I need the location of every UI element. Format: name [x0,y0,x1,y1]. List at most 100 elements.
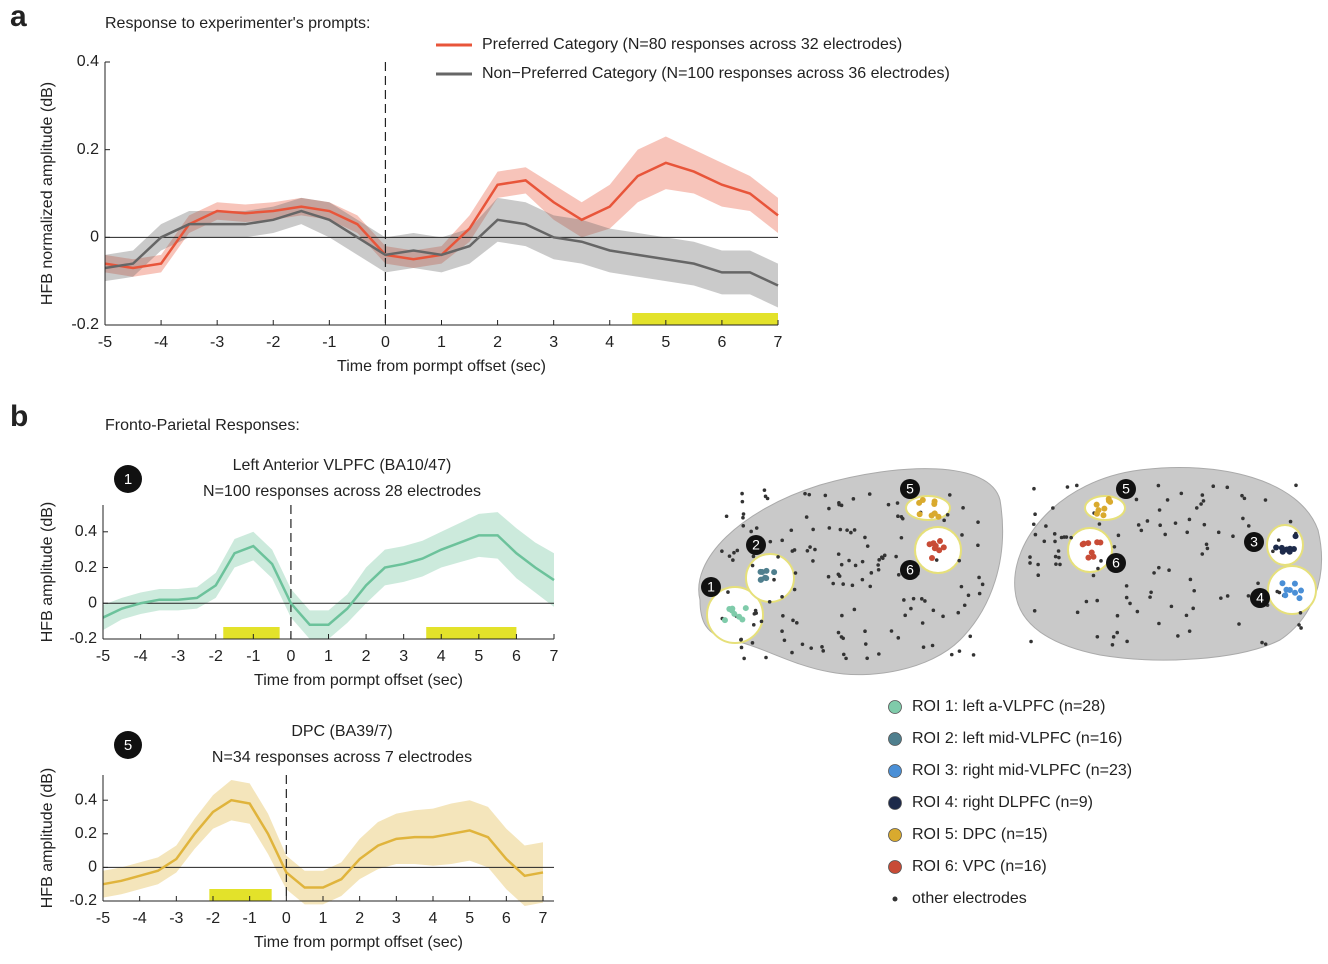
electrode [1152,571,1156,575]
electrode [1042,539,1046,543]
y-axis-label: HFB amplitude (dB) [39,768,56,909]
roi-circle [1267,525,1303,565]
x-tick-label: 1 [324,648,333,665]
legend-label: ROI 6: VPC (n=16) [912,858,1047,875]
electrode [1075,484,1079,488]
electrode [1036,573,1040,577]
electrode [958,649,962,653]
electrode [789,528,793,532]
electrode [842,653,846,657]
electrode [769,540,773,544]
electrode [1271,549,1275,553]
electrode [794,571,798,575]
roi-electrode [1085,555,1091,561]
x-tick-label: 5 [661,334,670,351]
electrode [1033,609,1037,613]
electrode [957,559,961,563]
electrode [1243,497,1247,501]
electrode [1095,599,1099,603]
electrode [942,519,946,523]
x-tick-label: 2 [355,910,364,927]
electrode [1299,611,1303,615]
electrode [1140,529,1144,533]
electrode [1028,561,1032,565]
electrode [837,631,841,635]
electrode [1157,622,1161,626]
roi-marker-label: 5 [906,481,914,497]
electrode [854,564,858,568]
roi-electrode [1287,546,1293,552]
legend-label: Non−Preferred Category (N=100 responses … [482,65,950,82]
x-tick-label: -2 [209,648,223,665]
x-tick-label: -1 [322,334,336,351]
electrode [877,568,881,572]
electrode [960,533,964,537]
roi-electrode [743,605,749,611]
electrode [922,645,926,649]
electrode [1085,600,1089,604]
electrode [946,513,950,517]
electrode [1098,522,1102,526]
roi-electrode [932,510,938,516]
roi-circle [1068,528,1112,572]
x-tick-label: 5 [474,648,483,665]
electrode [840,614,844,618]
electrode [811,528,815,532]
electrode [795,621,799,625]
electrode [791,619,795,623]
electrode [1157,484,1161,488]
y-axis-label: HFB normalized amplitude (dB) [39,82,56,305]
x-tick-label: 0 [381,334,390,351]
electrode [896,501,900,505]
electrode [1033,512,1037,516]
roi-electrode [1293,533,1299,539]
roi-marker-label: 2 [752,537,760,553]
electrode [1237,622,1241,626]
electrode [837,572,841,576]
x-tick-label: 2 [493,334,502,351]
y-tick-label: 0.4 [75,523,97,540]
electrode [1058,563,1062,567]
electrode [760,620,764,624]
electrode [793,588,797,592]
electrode [1264,642,1268,646]
electrode [861,578,865,582]
chart-title: DPC (BA39/7) [291,723,392,740]
legend-swatch [889,733,902,746]
electrode [820,645,824,649]
electrode [768,600,772,604]
electrode [808,545,812,549]
x-axis-label: Time from pormpt offset (sec) [337,358,546,375]
roi-badge-label: 1 [124,471,132,488]
electrode [847,559,851,563]
roi-electrode [1283,587,1289,593]
chart-subtitle: N=100 responses across 28 electrodes [203,483,481,500]
y-tick-label: 0 [90,229,99,246]
x-tick-label: -4 [154,334,168,351]
significance-bar [426,627,516,639]
electrode [1199,502,1203,506]
electrode [1201,493,1205,497]
electrode [739,638,743,642]
x-tick-label: -5 [96,648,110,665]
electrode [1188,518,1192,522]
electrode [1092,574,1096,578]
legend-label: other electrodes [912,890,1027,907]
electrode [840,563,844,567]
electrode [1256,581,1260,585]
electrode [1260,641,1264,645]
electrode [961,506,965,510]
electrode [972,653,976,657]
electrode [1065,535,1069,539]
legend-label: ROI 4: right DLPFC (n=9) [912,794,1093,811]
electrode [1297,623,1301,627]
electrode [752,555,756,559]
electrode [1166,498,1170,502]
legend-label: ROI 5: DPC (n=15) [912,826,1048,843]
electrode [877,558,881,562]
electrode [755,526,759,530]
roi-electrode [1094,539,1100,545]
electrode [1202,499,1206,503]
electrode [1206,547,1210,551]
electrode [1115,631,1119,635]
